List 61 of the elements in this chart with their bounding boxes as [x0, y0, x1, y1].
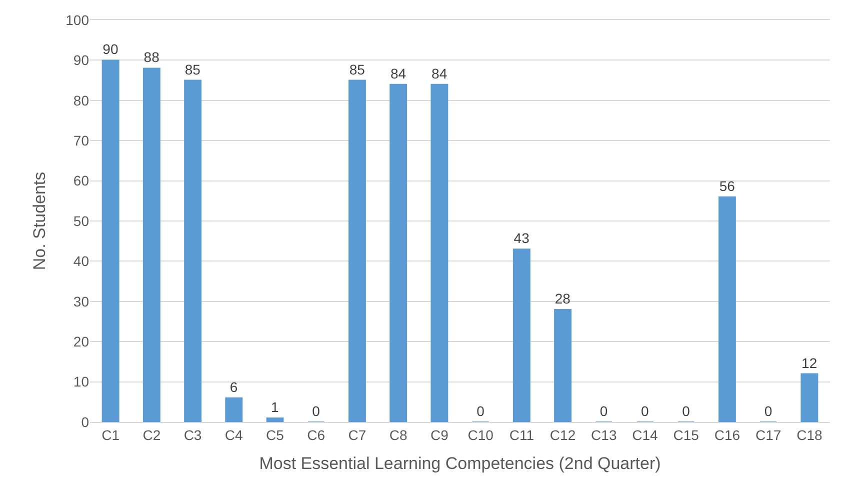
x-tick-label: C7: [348, 426, 366, 443]
x-tick-label: C2: [142, 426, 161, 443]
bar: [554, 308, 572, 422]
x-tick-label: C9: [430, 426, 449, 443]
x-axis-title: Most Essential Learning Competencies (2nd Quarter): [259, 454, 661, 474]
data-label: 6: [230, 378, 238, 395]
bar: [718, 196, 736, 422]
x-tick-label: C8: [389, 426, 408, 443]
data-label: 28: [554, 290, 571, 306]
x-tick-label: C11: [509, 426, 534, 443]
x-tick-label: C16: [714, 426, 740, 443]
data-label: 85: [184, 61, 201, 78]
y-tick-label: 100: [66, 12, 90, 28]
bar: [225, 397, 243, 422]
data-label: 0: [312, 403, 320, 419]
data-label: 12: [802, 354, 818, 371]
y-tick-label: 60: [73, 172, 90, 189]
x-tick-label: C3: [184, 426, 202, 443]
x-tick-label: C13: [591, 426, 617, 443]
x-tick-label: C10: [468, 426, 494, 443]
data-label: 0: [476, 403, 485, 419]
bar: [102, 60, 120, 422]
x-tick-label: C12: [550, 426, 576, 443]
bar: [348, 80, 366, 422]
bar: [266, 417, 284, 422]
data-label: 0: [600, 403, 608, 419]
bar: [800, 373, 818, 422]
data-label: 56: [719, 178, 736, 194]
y-tick-label: 80: [73, 92, 90, 108]
y-tick-label: 40: [73, 253, 90, 270]
x-tick-label: C18: [796, 426, 822, 443]
data-label: 0: [682, 403, 690, 419]
data-label: 84: [432, 65, 448, 82]
x-tick-label: C15: [673, 426, 700, 443]
y-tick-label: 90: [73, 52, 90, 68]
y-tick-label: 70: [73, 132, 90, 148]
data-label: 90: [102, 41, 118, 58]
y-axis-title: No. Students: [30, 172, 50, 270]
x-tick-label: C4: [224, 426, 244, 443]
data-label: 0: [641, 403, 649, 419]
y-tick-label: 30: [73, 293, 90, 310]
y-tick-label: 10: [73, 374, 90, 390]
y-tick-label: 50: [73, 212, 90, 229]
data-label: 43: [514, 230, 530, 246]
bar: [430, 84, 448, 422]
bar: [390, 84, 408, 422]
x-tick-label: C5: [266, 426, 284, 443]
x-tick-label: C17: [755, 426, 782, 443]
data-label: 88: [144, 49, 160, 66]
y-tick-label: 0: [81, 414, 90, 430]
bar: [184, 80, 202, 422]
x-tick-label: C1: [102, 426, 120, 443]
y-tick-label: 20: [73, 334, 90, 350]
x-tick-label: C14: [632, 426, 658, 443]
x-tick-label: C6: [307, 426, 326, 443]
data-label: 0: [764, 403, 772, 419]
bar: [142, 68, 160, 422]
data-label: 1: [271, 398, 279, 415]
data-label: 85: [349, 61, 366, 78]
data-label: 84: [390, 65, 406, 82]
bar: [512, 248, 530, 422]
